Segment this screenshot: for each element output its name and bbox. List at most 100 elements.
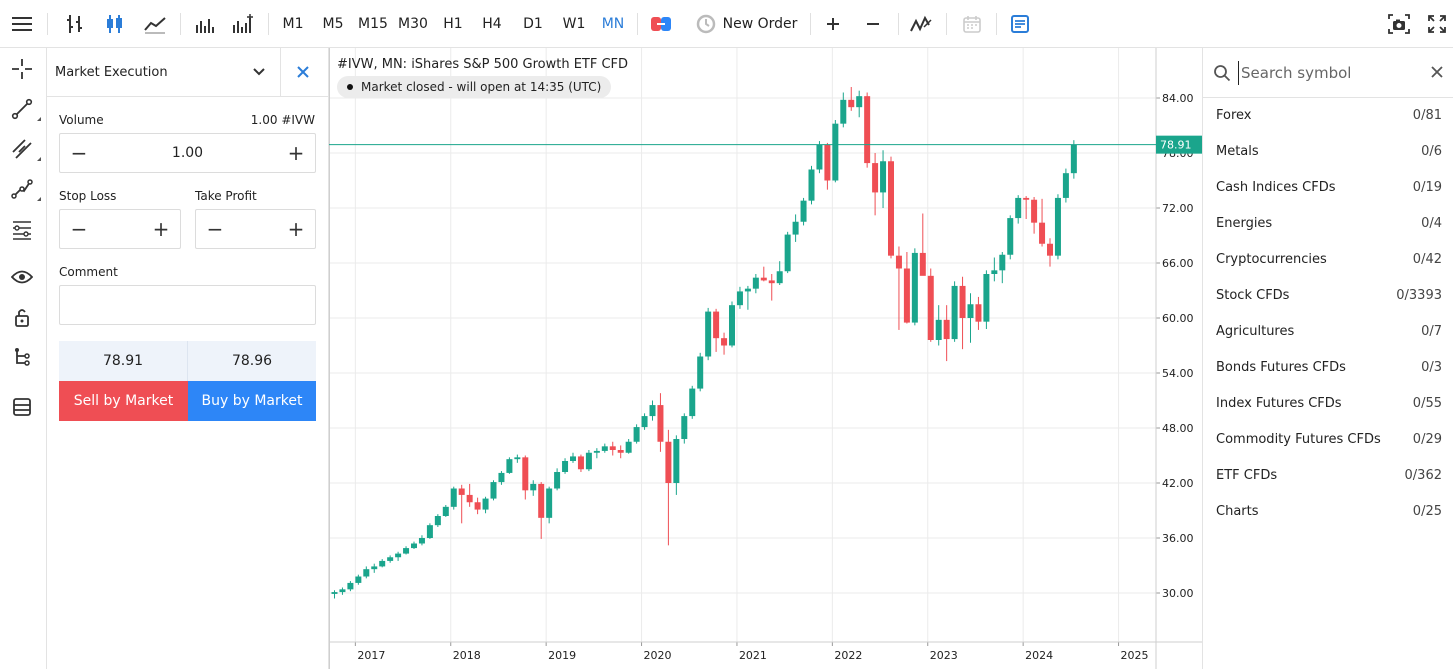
indicator-wave-icon[interactable] [906, 0, 936, 48]
candlestick-chart-type-icon[interactable] [100, 0, 130, 48]
comment-input[interactable] [59, 285, 316, 325]
eye-icon[interactable] [0, 262, 44, 292]
plus-icon[interactable]: + [287, 217, 305, 241]
sell-by-market-button[interactable]: Sell by Market [59, 381, 188, 421]
timeframe-w1[interactable]: W1 [562, 16, 586, 32]
close-icon[interactable] [1430, 65, 1444, 83]
x-tick-label: 2020 [644, 649, 672, 662]
minus-icon[interactable]: − [70, 141, 88, 165]
bar-chart-type-icon[interactable] [60, 0, 90, 48]
last-price-label: 78.91 [1160, 139, 1192, 152]
drawing-tools-sidebar [0, 48, 47, 669]
symbol-category-item[interactable]: Bonds Futures CFDs 0/3 [1203, 350, 1453, 386]
category-name: Forex [1216, 108, 1252, 123]
category-count: 0/42 [1412, 252, 1442, 267]
volume-input[interactable]: 1.00 [171, 145, 204, 161]
category-count: 0/4 [1421, 216, 1442, 231]
channel-icon[interactable] [0, 134, 44, 164]
symbol-category-item[interactable]: Charts 0/25 [1203, 494, 1453, 530]
candle-body [466, 494, 473, 503]
x-tick-label: 2021 [739, 649, 767, 662]
symbol-category-item[interactable]: Metals 0/6 [1203, 134, 1453, 170]
category-count: 0/362 [1404, 468, 1442, 483]
symbol-category-item[interactable]: Cash Indices CFDs 0/19 [1203, 170, 1453, 206]
one-click-trading-icon[interactable] [646, 0, 676, 48]
candle-body [609, 446, 616, 451]
category-count: 0/29 [1412, 432, 1442, 447]
plus-icon[interactable]: + [152, 217, 170, 241]
candle-body [736, 291, 743, 306]
candle-body [776, 271, 783, 284]
timeframe-h1[interactable]: H1 [443, 16, 463, 32]
plus-icon[interactable]: + [287, 141, 305, 165]
fullscreen-icon[interactable] [1423, 0, 1451, 48]
candle-body [1031, 199, 1038, 223]
candle-body [1047, 243, 1053, 256]
symbol-category-item[interactable]: Energies 0/4 [1203, 206, 1453, 242]
candle-body [371, 566, 378, 570]
timeframe-mn[interactable]: MN [601, 16, 625, 32]
symbol-category-item[interactable]: Cryptocurrencies 0/42 [1203, 242, 1453, 278]
lock-icon[interactable] [0, 302, 44, 332]
candle-body [530, 483, 537, 491]
close-icon[interactable] [296, 65, 310, 83]
execution-mode-select[interactable]: Market Execution [55, 65, 168, 80]
new-order-button[interactable]: New Order [722, 16, 798, 32]
buy-by-market-button[interactable]: Buy by Market [188, 381, 316, 421]
line-chart-type-icon[interactable] [140, 0, 170, 48]
market-status-text: Market closed - will open at 14:35 (UTC) [361, 80, 602, 94]
x-tick-label: 2024 [1025, 649, 1053, 662]
timeframe-d1[interactable]: D1 [523, 16, 543, 32]
zoom-in-icon[interactable] [820, 0, 846, 48]
search-symbol-input[interactable] [1238, 61, 1418, 85]
object-tree-icon[interactable] [0, 342, 44, 372]
symbol-category-item[interactable]: Index Futures CFDs 0/55 [1203, 386, 1453, 422]
candle-body [729, 305, 735, 346]
timeframe-m15[interactable]: M15 [358, 16, 388, 32]
candle-body [792, 221, 799, 235]
candle-body [585, 452, 592, 470]
zoom-out-icon[interactable] [860, 0, 886, 48]
chevron-down-icon[interactable] [252, 66, 266, 82]
candle-body [752, 277, 759, 289]
volume-icon[interactable] [190, 0, 220, 48]
notes-icon[interactable] [1006, 0, 1034, 48]
candle-body [991, 270, 998, 275]
minus-icon[interactable]: − [206, 217, 224, 241]
screenshot-icon[interactable] [1384, 0, 1414, 48]
symbol-category-item[interactable]: ETF CFDs 0/362 [1203, 458, 1453, 494]
trend-line-icon[interactable] [0, 94, 44, 124]
symbol-category-item[interactable]: Forex 0/81 [1203, 98, 1453, 134]
category-count: 0/81 [1412, 108, 1442, 123]
polyline-icon[interactable] [0, 174, 44, 204]
chart-canvas[interactable]: 30.00 36.00 42.00 48.00 54.00 60.00 66.00 72.00… [329, 48, 1202, 669]
indicators-icon[interactable] [228, 0, 258, 48]
price-chart[interactable]: 30.00 36.00 42.00 48.00 54.00 60.00 66.00 72.00… [329, 48, 1202, 669]
candle-body [665, 441, 672, 484]
candle-body [705, 311, 712, 357]
timeframe-h4[interactable]: H4 [482, 16, 502, 32]
calendar-icon[interactable] [958, 0, 986, 48]
y-tick-label: 48.00 [1162, 422, 1194, 435]
y-tick-label: 72.00 [1162, 202, 1194, 215]
category-count: 0/25 [1412, 504, 1442, 519]
category-count: 0/3393 [1396, 288, 1442, 303]
timeframe-m1[interactable]: M1 [282, 16, 304, 32]
fibonacci-icon[interactable] [0, 214, 44, 244]
comment-value [60, 286, 315, 324]
timeframe-m5[interactable]: M5 [322, 16, 344, 32]
candle-body [538, 483, 545, 518]
symbol-category-item[interactable]: Agricultures 0/7 [1203, 314, 1453, 350]
category-count: 0/19 [1412, 180, 1442, 195]
candle-body [951, 285, 958, 340]
candle-body [649, 405, 656, 417]
layers-icon[interactable] [0, 392, 44, 422]
symbol-category-item[interactable]: Commodity Futures CFDs 0/29 [1203, 422, 1453, 458]
menu-icon[interactable] [6, 0, 38, 48]
timeframe-m30[interactable]: M30 [398, 16, 428, 32]
minus-icon[interactable]: − [70, 217, 88, 241]
volume-hint: 1.00 #IVW [250, 113, 315, 127]
symbol-category-item[interactable]: Stock CFDs 0/3393 [1203, 278, 1453, 314]
crosshair-icon[interactable] [0, 54, 44, 84]
new-order-icon[interactable] [694, 0, 718, 48]
